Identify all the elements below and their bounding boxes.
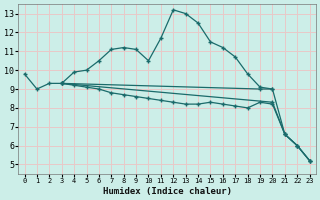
X-axis label: Humidex (Indice chaleur): Humidex (Indice chaleur)	[103, 187, 232, 196]
